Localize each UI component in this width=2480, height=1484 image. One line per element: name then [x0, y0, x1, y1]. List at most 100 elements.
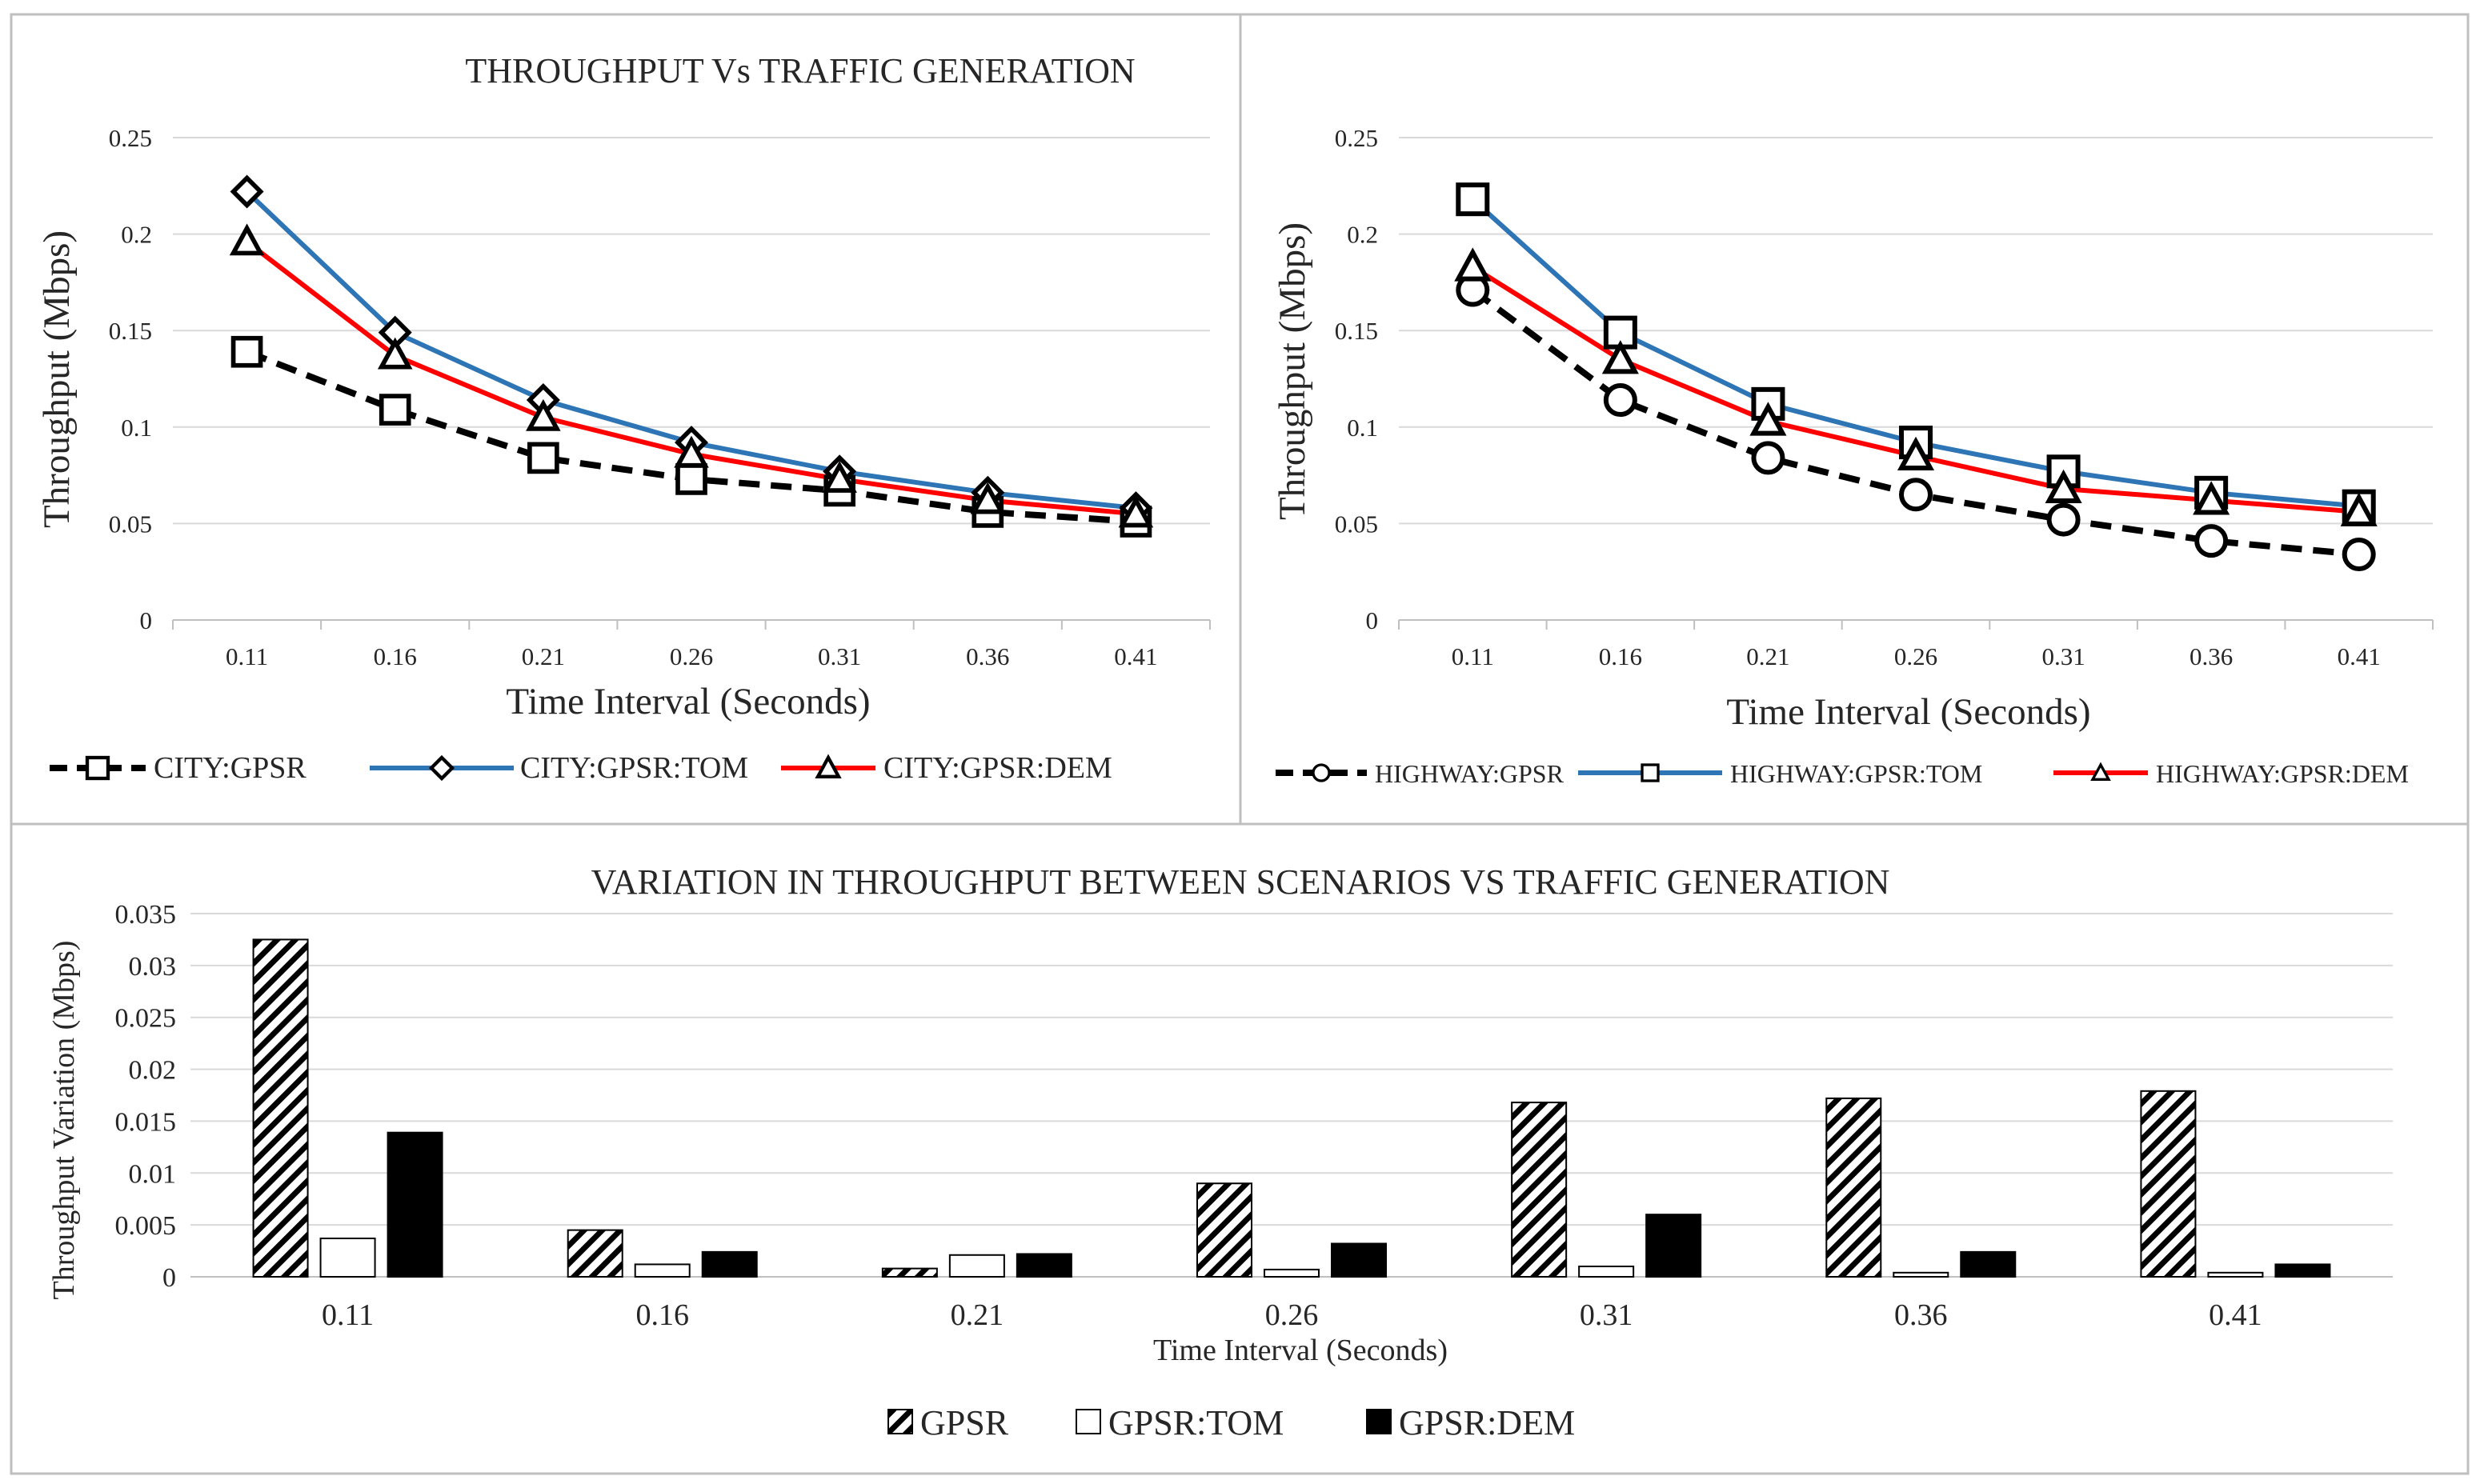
highway-point-2-1 [1601, 340, 1639, 374]
highway-point-2-6 [2340, 492, 2378, 526]
variation-bar-1-5 [1893, 1271, 1949, 1278]
variation-legend: GPSR GPSR:TOM GPSR:DEM [887, 1403, 1575, 1442]
city-legend: CITY:GPSR CITY:GPSR:TOM CITY:GPSR:DEM [50, 751, 1112, 785]
variation-bar-2-2 [1016, 1253, 1072, 1278]
variation-x-tick-label: 0.41 [2209, 1298, 2262, 1332]
variation-bar-0-5 [1825, 1097, 1882, 1278]
variation-x-tick-label: 0.26 [1265, 1298, 1319, 1332]
highway-legend: HIGHWAY:GPSR HIGHWAY:GPSR:TOM HIGHWAY:GP… [1276, 759, 2409, 788]
highway-point-0-3 [1899, 478, 1933, 512]
variation-bar-0-1 [567, 1229, 623, 1278]
figure-title: THROUGHPUT Vs TRAFFIC GENERATION [465, 51, 1135, 90]
variation-y-tick-label: 0.025 [115, 1004, 177, 1034]
city-legend-label-gpsr: CITY:GPSR [154, 751, 306, 785]
highway-x-axis: 0.11 0.16 0.21 0.26 0.31 0.36 0.41 [1398, 620, 2434, 670]
city-x-tick-label: 0.11 [226, 642, 268, 670]
highway-legend-keys [1276, 762, 2148, 782]
variation-x-tick-label: 0.11 [322, 1298, 374, 1332]
variation-bar-2-3 [1331, 1242, 1387, 1278]
highway-legend-marker-0 [1312, 763, 1331, 782]
highway-point-2-2 [1749, 402, 1787, 436]
legend-swatch-dem [1366, 1409, 1392, 1434]
variation-title: VARIATION IN THROUGHPUT BETWEEN SCENARIO… [591, 862, 1890, 902]
city-y-axis-label: Throughput (Mbps) [36, 230, 78, 528]
city-x-tick-label: 0.36 [966, 642, 1009, 670]
city-point-0-2 [527, 442, 559, 474]
variation-bar-0-3 [1196, 1182, 1252, 1278]
city-x-tick-label: 0.16 [374, 642, 417, 670]
highway-y-tick-label: 0.15 [1335, 317, 1378, 345]
variation-bar-0-2 [881, 1267, 938, 1278]
highway-y-axis-label: Throughput (Mbps) [1272, 222, 1313, 520]
city-x-tick-label: 0.41 [1114, 642, 1157, 670]
city-y-tick-label: 0.25 [109, 124, 152, 152]
city-y-tick-label: 0.1 [121, 414, 152, 442]
city-point-2-2 [526, 398, 561, 431]
city-y-tick-label: 0 [140, 606, 153, 634]
highway-series-markers [1454, 182, 2378, 571]
highway-point-0-5 [2194, 524, 2229, 558]
variation-bar-1-1 [634, 1263, 691, 1278]
variation-y-tick-label: 0.03 [129, 952, 177, 982]
variation-bar-1-2 [948, 1254, 1005, 1278]
variation-bar-0-0 [252, 938, 309, 1278]
variation-bar-0-4 [1511, 1102, 1568, 1278]
city-series-markers [229, 174, 1154, 538]
city-point-2-3 [674, 435, 709, 468]
highway-y-tick-label: 0.05 [1335, 510, 1378, 538]
city-point-0-0 [230, 335, 263, 368]
variation-y-axis-label: Throughput Variation (Mbps) [47, 941, 81, 1300]
highway-x-tick-label: 0.21 [1746, 642, 1789, 670]
city-legend-marker-1 [428, 754, 455, 782]
highway-y-tick-label: 0 [1366, 606, 1379, 634]
highway-legend-label-gpsr: HIGHWAY:GPSR [1375, 759, 1565, 788]
highway-throughput-chart: 0 0.05 0.1 0.15 0.2 0.25 0.11 0.16 0.21 0.26 0.31… [1272, 124, 2434, 788]
variation-legend-label-dem: GPSR:DEM [1399, 1403, 1575, 1442]
highway-point-2-3 [1897, 436, 1935, 470]
highway-legend-marker-1 [1641, 763, 1660, 782]
variation-legend-label-gpsr: GPSR [920, 1403, 1009, 1442]
city-y-tick-label: 0.2 [121, 221, 152, 249]
variation-y-tick-label: 0.035 [115, 900, 177, 930]
city-point-1-0 [230, 174, 264, 209]
city-y-tick-label: 0.05 [109, 510, 152, 538]
city-legend-keys [50, 754, 875, 782]
highway-x-tick-label: 0.31 [2041, 642, 2085, 670]
variation-bar-1-0 [319, 1238, 376, 1278]
highway-x-axis-label: Time Interval (Seconds) [1726, 691, 2090, 733]
city-y-axis: 0 0.05 0.1 0.15 0.2 0.25 [109, 124, 1210, 634]
highway-point-0-1 [1603, 383, 1637, 418]
city-legend-marker-0 [85, 755, 110, 781]
variation-y-tick-label: 0 [162, 1263, 176, 1293]
highway-y-tick-label: 0.2 [1347, 221, 1378, 249]
city-point-0-3 [675, 463, 707, 495]
variation-y-axis: 0 0.005 0.01 0.015 0.02 0.025 0.03 0.035 [115, 900, 2393, 1293]
city-point-2-4 [822, 461, 857, 493]
highway-legend-label-tom: HIGHWAY:GPSR:TOM [1730, 759, 1982, 788]
variation-x-tick-label: 0.16 [635, 1298, 689, 1332]
variation-bar-1-6 [2207, 1271, 2264, 1278]
legend-swatch-tom [1076, 1409, 1101, 1434]
variation-bar-2-1 [701, 1250, 758, 1278]
variation-bar-2-5 [1960, 1250, 2017, 1278]
highway-y-tick-label: 0.25 [1335, 124, 1378, 152]
variation-bar-1-4 [1578, 1266, 1635, 1278]
variation-bar-2-6 [2274, 1263, 2331, 1278]
city-x-tick-label: 0.31 [818, 642, 861, 670]
variation-bars [252, 938, 2331, 1278]
variation-bar-2-0 [387, 1131, 443, 1278]
variation-y-tick-label: 0.01 [129, 1159, 177, 1189]
city-x-tick-label: 0.21 [522, 642, 565, 670]
variation-bar-0-6 [2140, 1090, 2197, 1278]
variation-y-tick-label: 0.015 [115, 1107, 177, 1137]
highway-point-0-2 [1751, 441, 1785, 475]
variation-x-tick-label: 0.36 [1894, 1298, 1948, 1332]
highway-point-2-4 [2045, 469, 2082, 503]
highway-legend-marker-2 [2090, 762, 2111, 781]
highway-y-axis: 0 0.05 0.1 0.15 0.2 0.25 [1335, 124, 2433, 634]
city-y-tick-label: 0.15 [109, 317, 152, 345]
highway-point-0-6 [2342, 537, 2376, 571]
highway-point-1-0 [1456, 182, 1490, 217]
city-point-2-0 [229, 223, 265, 256]
